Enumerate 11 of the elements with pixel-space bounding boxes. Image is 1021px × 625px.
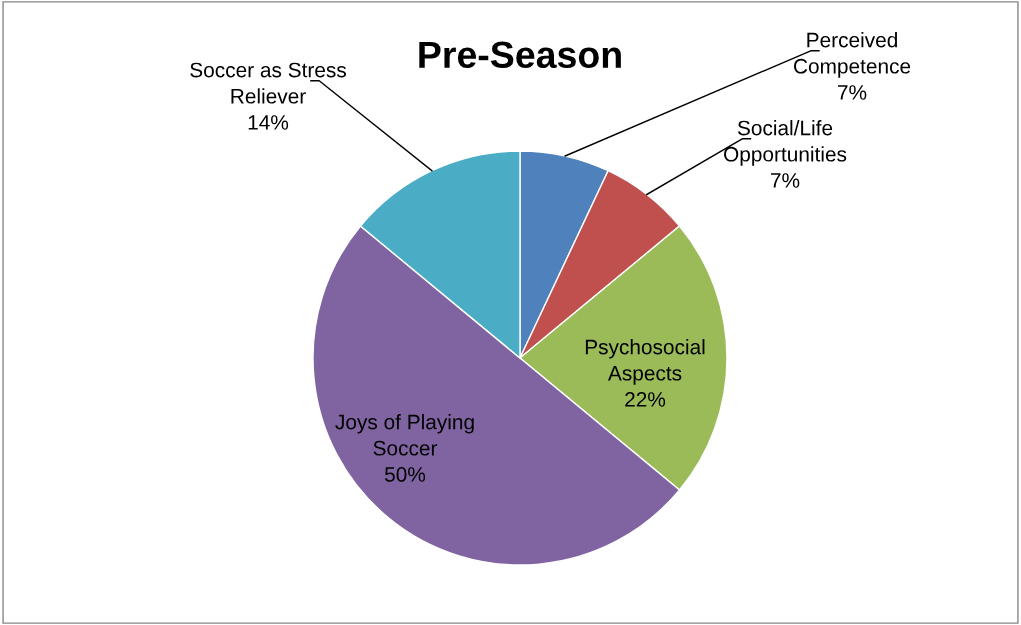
slice-label: Soccer as Stress Reliever xyxy=(190,62,346,104)
data-label: 22% xyxy=(625,392,666,407)
data-label: 50% xyxy=(384,467,426,482)
data-label: 7% xyxy=(838,85,867,100)
slice-label: Perceived Competence xyxy=(794,32,911,78)
data-label: 14% xyxy=(248,115,289,130)
data-label: 7% xyxy=(771,173,800,188)
slice-label: Social/Life Opportunities xyxy=(724,120,847,166)
chart-title: Pre-Season xyxy=(419,41,621,69)
slice-label: Joys of Playing Soccer xyxy=(335,414,474,456)
slice-label: Psychosocial Aspects xyxy=(585,339,705,385)
